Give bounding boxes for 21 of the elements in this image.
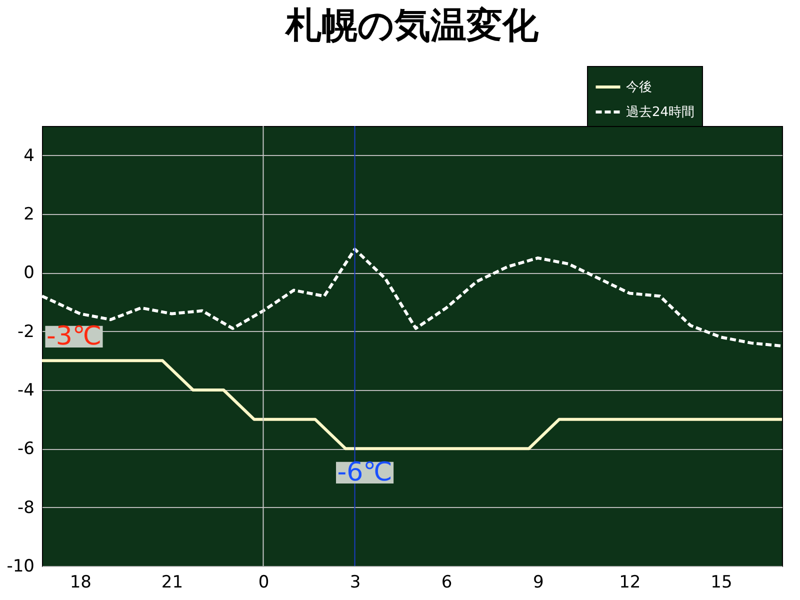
y-tick-label: 2 — [24, 204, 34, 224]
x-tick-label: 6 — [441, 572, 452, 592]
annotation: -3℃ — [46, 322, 102, 352]
x-tick-label: 3 — [350, 572, 361, 592]
x-tick-label: 15 — [710, 572, 732, 592]
y-tick-label: -4 — [18, 380, 34, 400]
x-tick-label: 18 — [70, 572, 92, 592]
legend-label: 今後 — [626, 80, 652, 95]
y-tick-label: -10 — [6, 556, 34, 576]
y-tick-label: 0 — [24, 263, 34, 284]
y-tick-label: 4 — [24, 146, 34, 166]
x-tick-label: 21 — [161, 572, 184, 592]
annotation: -6℃ — [337, 458, 392, 488]
y-tick-label: -6 — [18, 439, 34, 460]
legend-label: 過去24時間 — [626, 105, 695, 120]
x-tick-label: 9 — [532, 572, 544, 592]
x-tick-label: 0 — [258, 572, 270, 592]
x-tick-label: 12 — [619, 572, 641, 592]
chart-title: 札幌の気温変化 — [284, 6, 540, 46]
y-tick-label: -2 — [18, 322, 34, 342]
y-tick-label: -8 — [18, 498, 34, 518]
